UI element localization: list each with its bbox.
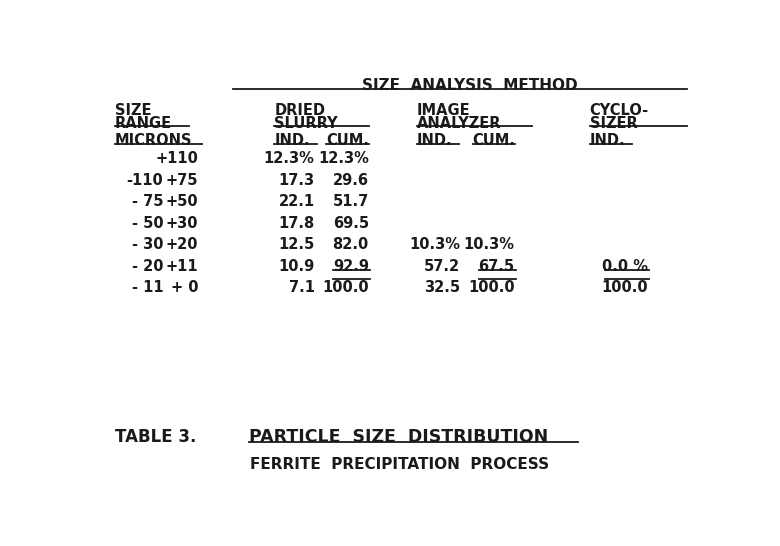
Text: 32.5: 32.5 <box>424 280 460 295</box>
Text: - 75: - 75 <box>132 194 163 209</box>
Text: 57.2: 57.2 <box>424 259 460 274</box>
Text: 67.5: 67.5 <box>478 259 515 274</box>
Text: +110: +110 <box>155 151 198 166</box>
Text: - 11: - 11 <box>132 280 163 295</box>
Text: 22.1: 22.1 <box>278 194 314 209</box>
Text: 29.6: 29.6 <box>333 173 369 187</box>
Text: 10.9: 10.9 <box>278 259 314 274</box>
Text: +30: +30 <box>165 216 198 230</box>
Text: - 30: - 30 <box>132 237 163 252</box>
Text: IND.: IND. <box>275 133 310 149</box>
Text: 100.0: 100.0 <box>601 280 647 295</box>
Text: 12.5: 12.5 <box>278 237 314 252</box>
Text: 82.0: 82.0 <box>332 237 369 252</box>
Text: FERRITE  PRECIPITATION  PROCESS: FERRITE PRECIPITATION PROCESS <box>250 458 549 472</box>
Text: 100.0: 100.0 <box>322 280 369 295</box>
Text: 12.3%: 12.3% <box>264 151 314 166</box>
Text: + 0: + 0 <box>171 280 198 295</box>
Text: ANALYZER: ANALYZER <box>417 116 502 130</box>
Text: MICRONS: MICRONS <box>115 133 192 149</box>
Text: IND.: IND. <box>590 133 626 149</box>
Text: DRIED: DRIED <box>275 103 325 118</box>
Text: +75: +75 <box>165 173 198 187</box>
Text: 92.9: 92.9 <box>333 259 369 274</box>
Text: 7.1: 7.1 <box>289 280 314 295</box>
Text: SIZE: SIZE <box>115 103 151 118</box>
Text: 10.3%: 10.3% <box>463 237 515 252</box>
Text: +20: +20 <box>165 237 198 252</box>
Text: 100.0: 100.0 <box>468 280 515 295</box>
Text: TABLE 3.: TABLE 3. <box>115 428 196 446</box>
Text: 17.8: 17.8 <box>278 216 314 230</box>
Text: - 50: - 50 <box>132 216 163 230</box>
Text: IMAGE: IMAGE <box>417 103 470 118</box>
Text: IND.: IND. <box>417 133 452 149</box>
Text: 10.3%: 10.3% <box>410 237 460 252</box>
Text: SIZE  ANALYSIS  METHOD: SIZE ANALYSIS METHOD <box>362 78 577 93</box>
Text: CYCLO-: CYCLO- <box>590 103 649 118</box>
Text: 0.0 %: 0.0 % <box>601 259 647 274</box>
Text: PARTICLE  SIZE  DISTRIBUTION: PARTICLE SIZE DISTRIBUTION <box>249 428 548 446</box>
Text: SIZER: SIZER <box>590 116 637 130</box>
Text: +50: +50 <box>165 194 198 209</box>
Text: CUM.: CUM. <box>473 133 516 149</box>
Text: - 20: - 20 <box>132 259 163 274</box>
Text: CUM.: CUM. <box>326 133 369 149</box>
Text: SLURRY: SLURRY <box>275 116 338 130</box>
Text: RANGE: RANGE <box>115 116 172 130</box>
Text: +11: +11 <box>165 259 198 274</box>
Text: 51.7: 51.7 <box>332 194 369 209</box>
Text: 69.5: 69.5 <box>332 216 369 230</box>
Text: 12.3%: 12.3% <box>318 151 369 166</box>
Text: -110: -110 <box>126 173 163 187</box>
Text: 17.3: 17.3 <box>278 173 314 187</box>
